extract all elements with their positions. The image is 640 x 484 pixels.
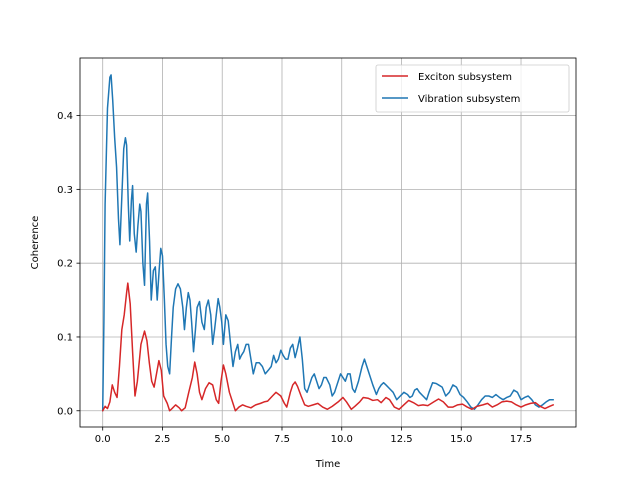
axis-ticks: 0.0 2.5 5.0 7.5 10.0 12.5 15.0 17.5 0.0 0.1 0.2 0.3… xyxy=(57,111,532,445)
y-tick-label: 0.0 xyxy=(57,406,73,417)
y-tick-label: 0.2 xyxy=(57,259,73,270)
y-tick-label: 0.4 xyxy=(57,111,73,122)
series-line-vibration xyxy=(101,74,555,412)
x-tick-label: 12.5 xyxy=(390,434,412,445)
x-tick-label: 5.0 xyxy=(214,434,230,445)
series-lines xyxy=(101,74,555,412)
legend-label: Exciton subsystem xyxy=(418,72,512,83)
x-tick-label: 0.0 xyxy=(95,434,111,445)
legend-box xyxy=(375,64,570,113)
y-tick-label: 0.3 xyxy=(57,185,73,196)
series-line-exciton xyxy=(101,282,555,412)
legend-label: Vibration subsystem xyxy=(418,94,520,105)
x-tick-label: 17.5 xyxy=(510,434,532,445)
legend: Exciton subsystem Vibration subsystem xyxy=(375,64,570,113)
x-tick-label: 15.0 xyxy=(450,434,472,445)
x-tick-label: 2.5 xyxy=(155,434,171,445)
grid xyxy=(80,58,576,427)
x-tick-label: 7.5 xyxy=(274,434,290,445)
x-axis-label: Time xyxy=(315,459,340,470)
y-tick-label: 0.1 xyxy=(57,332,73,343)
axes-frame xyxy=(79,57,577,428)
x-tick-label: 10.0 xyxy=(331,434,353,445)
y-axis-label: Coherence xyxy=(30,216,41,270)
